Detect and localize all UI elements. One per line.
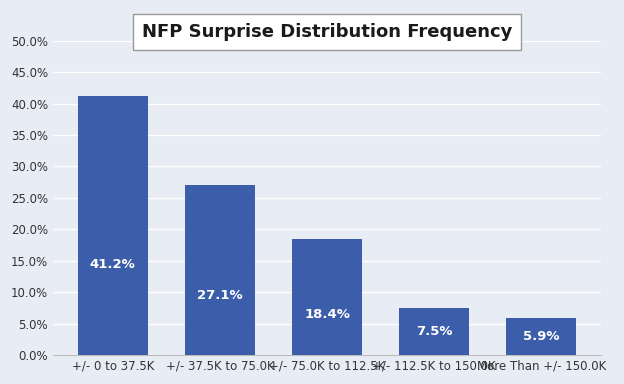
Bar: [185, 185, 255, 355]
Bar: [292, 239, 362, 355]
Bar: [399, 308, 469, 355]
Text: 18.4%: 18.4%: [304, 308, 350, 321]
Text: 27.1%: 27.1%: [197, 289, 243, 302]
Text: 7.5%: 7.5%: [416, 325, 452, 338]
Text: 5.9%: 5.9%: [523, 330, 560, 343]
Bar: [78, 96, 148, 355]
Text: 41.2%: 41.2%: [90, 258, 135, 271]
Title: NFP Surprise Distribution Frequency: NFP Surprise Distribution Frequency: [142, 23, 512, 41]
Bar: [507, 318, 576, 355]
